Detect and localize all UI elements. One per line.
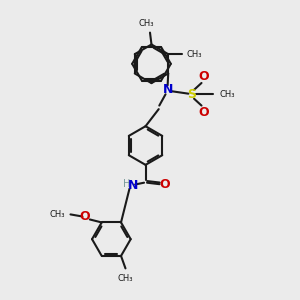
- Text: N: N: [128, 178, 138, 192]
- Text: CH₃: CH₃: [220, 90, 235, 99]
- Text: O: O: [79, 210, 90, 223]
- Text: H: H: [123, 179, 131, 189]
- Text: N: N: [162, 83, 173, 96]
- Text: O: O: [160, 178, 170, 191]
- Text: O: O: [198, 70, 209, 83]
- Text: O: O: [198, 106, 209, 118]
- Text: S: S: [188, 88, 196, 101]
- Text: CH₃: CH₃: [139, 19, 154, 28]
- Text: CH₃: CH₃: [50, 210, 65, 219]
- Text: CH₃: CH₃: [187, 50, 202, 58]
- Text: CH₃: CH₃: [118, 274, 133, 283]
